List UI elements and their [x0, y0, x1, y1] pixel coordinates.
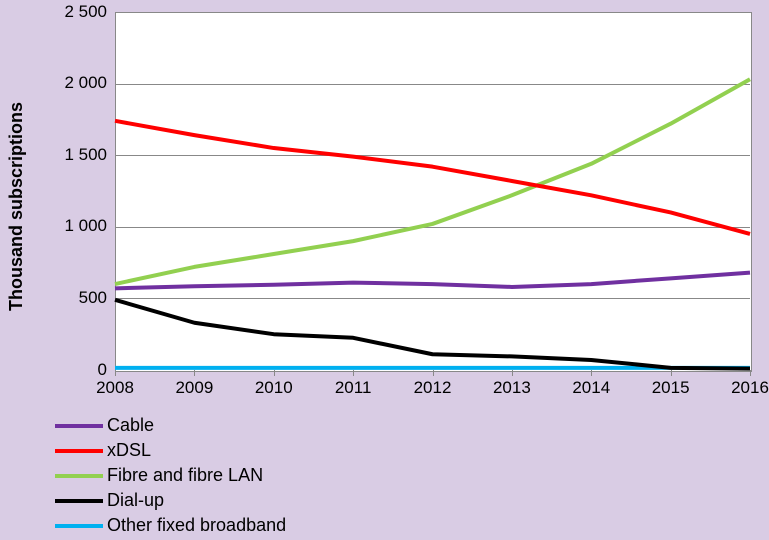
- legend-item-other: Other fixed broadband: [55, 515, 435, 536]
- legend-label: xDSL: [107, 440, 151, 461]
- legend-item-cable: Cable: [55, 415, 435, 436]
- legend-swatch: [55, 474, 103, 478]
- legend-swatch: [55, 524, 103, 528]
- legend-label: Fibre and fibre LAN: [107, 465, 263, 486]
- legend-swatch: [55, 424, 103, 428]
- legend-label: Cable: [107, 415, 154, 436]
- series-line-dialup: [115, 300, 750, 369]
- series-line-fibre: [115, 79, 750, 284]
- legend-swatch: [55, 449, 103, 453]
- legend-item-fibre: Fibre and fibre LAN: [55, 465, 435, 486]
- legend: CablexDSLFibre and fibre LANDial-upOther…: [55, 415, 745, 540]
- legend-label: Other fixed broadband: [107, 515, 286, 536]
- series-line-cable: [115, 273, 750, 289]
- legend-swatch: [55, 499, 103, 503]
- legend-item-xdsl: xDSL: [55, 440, 355, 461]
- series-line-xdsl: [115, 121, 750, 234]
- subscriptions-line-chart: Thousand subscriptions 05001 0001 5002 0…: [0, 0, 769, 508]
